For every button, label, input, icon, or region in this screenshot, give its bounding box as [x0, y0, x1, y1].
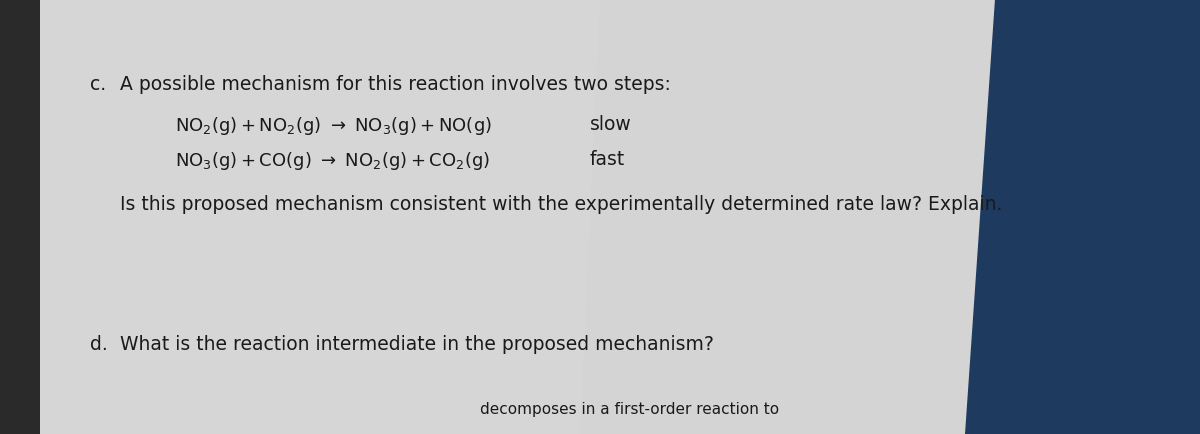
Text: slow: slow — [590, 115, 631, 134]
Text: fast: fast — [590, 150, 625, 169]
Text: c.: c. — [90, 75, 106, 94]
Text: decomposes in a first-order reaction to: decomposes in a first-order reaction to — [480, 401, 779, 416]
Text: d.: d. — [90, 334, 108, 353]
FancyBboxPatch shape — [780, 0, 1200, 434]
Text: What is the reaction intermediate in the proposed mechanism?: What is the reaction intermediate in the… — [120, 334, 714, 353]
Text: A possible mechanism for this reaction involves two steps:: A possible mechanism for this reaction i… — [120, 75, 671, 94]
Polygon shape — [40, 0, 995, 434]
Text: $\mathrm{NO_3(g) + CO(g)\  \rightarrow\  NO_2(g) + CO_2(g)}$: $\mathrm{NO_3(g) + CO(g)\ \rightarrow\ N… — [175, 150, 490, 171]
Text: Is this proposed mechanism consistent with the experimentally determined rate la: Is this proposed mechanism consistent wi… — [120, 194, 1002, 214]
FancyBboxPatch shape — [0, 0, 55, 434]
Text: $\mathrm{NO_2(g) + NO_2(g)\  \rightarrow\  NO_3(g) + NO(g)}$: $\mathrm{NO_2(g) + NO_2(g)\ \rightarrow\… — [175, 115, 492, 137]
Polygon shape — [40, 0, 600, 434]
